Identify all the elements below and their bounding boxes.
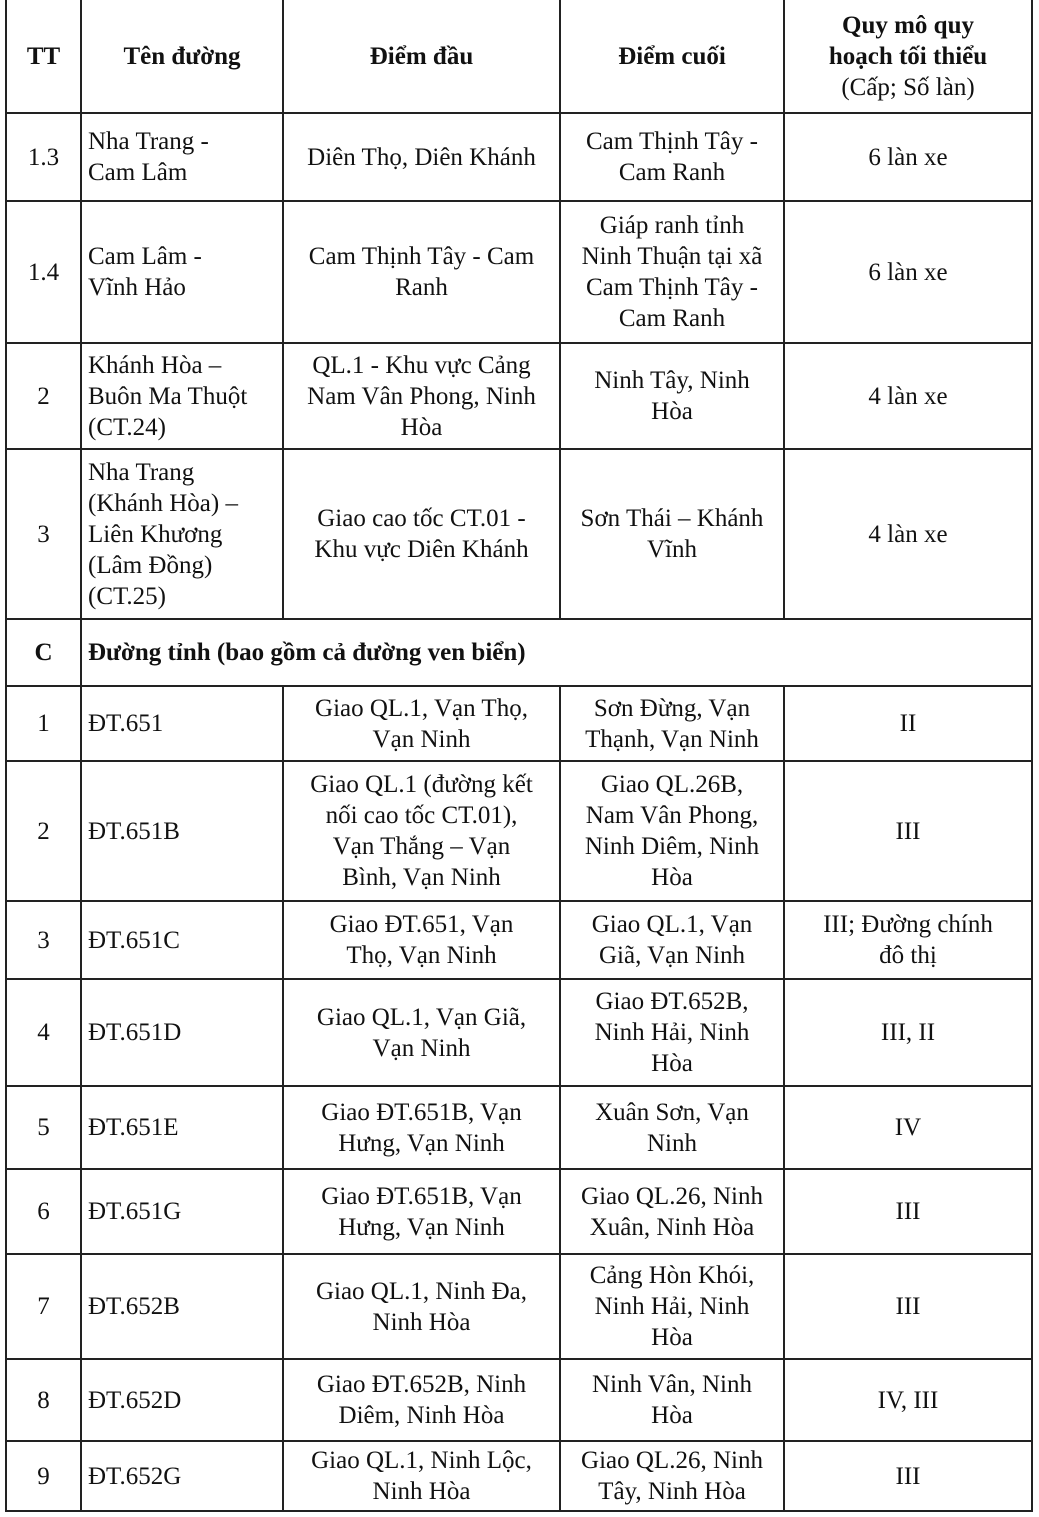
header-tt: TT	[5, 0, 82, 114]
cell-tt: 1	[5, 685, 82, 762]
cell-tt: 3	[5, 900, 82, 980]
cell-tt: 8	[5, 1358, 82, 1442]
table-row: 7 ĐT.652B Giao QL.1, Ninh Đa, Ninh Hòa Cảng…	[5, 1253, 1033, 1360]
cell-ten-duong: ĐT.651E	[80, 1085, 284, 1170]
table-row: 1.4 Cam Lâm - Vĩnh Hảo Cam Thịnh Tây - Cam…	[5, 200, 1033, 344]
cell-tt: 2	[5, 342, 82, 450]
cell-diem-cuoi: Ninh Tây, Ninh Hòa	[559, 342, 785, 450]
cell-quy-mo: III, II	[783, 978, 1033, 1087]
cell-quy-mo: IV, III	[783, 1358, 1033, 1442]
section-title: Đường tỉnh (bao gồm cả đường ven biển)	[80, 618, 1033, 687]
cell-quy-mo: 4 làn xe	[783, 342, 1033, 450]
cell-diem-cuoi: Giao ĐT.652B, Ninh Hải, Ninh Hòa	[559, 978, 785, 1087]
cell-diem-cuoi: Xuân Sơn, Vạn Ninh	[559, 1085, 785, 1170]
cell-quy-mo: III	[783, 760, 1033, 902]
cell-diem-dau: Giao ĐT.651B, Vạn Hưng, Vạn Ninh	[282, 1168, 561, 1255]
cell-diem-dau: Giao QL.1, Ninh Lộc, Ninh Hòa	[282, 1440, 561, 1512]
table-row: 4 ĐT.651D Giao QL.1, Vạn Giã, Vạn Ninh Giao…	[5, 978, 1033, 1087]
cell-diem-cuoi: Giáp ranh tỉnh Ninh Thuận tại xã Cam Thị…	[559, 200, 785, 344]
header-diem-cuoi: Điểm cuối	[559, 0, 785, 114]
table-row: 9 ĐT.652G Giao QL.1, Ninh Lộc, Ninh Hòa Gia…	[5, 1440, 1033, 1512]
table-row: 3 ĐT.651C Giao ĐT.651, Vạn Thọ, Vạn Ninh Gi…	[5, 900, 1033, 980]
cell-diem-cuoi: Ninh Vân, Ninh Hòa	[559, 1358, 785, 1442]
header-quy-mo-title: Quy mô quy hoạch tối thiểu	[828, 11, 988, 70]
cell-ten-duong: ĐT.652D	[80, 1358, 284, 1442]
cell-quy-mo: IV	[783, 1085, 1033, 1170]
table-row: 2 ĐT.651B Giao QL.1 (đường kết nối cao tốc…	[5, 760, 1033, 902]
road-planning-table: TT Tên đường Điểm đầu Điểm cuối Quy mô q…	[5, 0, 1033, 1512]
header-quy-mo-subtitle: (Cấp; Số làn)	[841, 73, 975, 101]
cell-diem-dau: Giao ĐT.651, Vạn Thọ, Vạn Ninh	[282, 900, 561, 980]
cell-ten-duong: Cam Lâm - Vĩnh Hảo	[80, 200, 284, 344]
cell-diem-cuoi: Cam Thịnh Tây - Cam Ranh	[559, 112, 785, 202]
table-row: 8 ĐT.652D Giao ĐT.652B, Ninh Diêm, Ninh Hò…	[5, 1358, 1033, 1442]
cell-tt: 9	[5, 1440, 82, 1512]
cell-diem-dau: Giao cao tốc CT.01 - Khu vực Diên Khánh	[282, 448, 561, 620]
cell-quy-mo: III	[783, 1168, 1033, 1255]
cell-ten-duong: ĐT.651C	[80, 900, 284, 980]
cell-tt: 4	[5, 978, 82, 1087]
header-ten-duong: Tên đường	[80, 0, 284, 114]
header-diem-dau: Điểm đầu	[282, 0, 561, 114]
table-row: 2 Khánh Hòa – Buôn Ma Thuột (CT.24) QL.1 -…	[5, 342, 1033, 450]
cell-diem-dau: Giao QL.1, Vạn Giã, Vạn Ninh	[282, 978, 561, 1087]
cell-diem-cuoi: Sơn Thái – Khánh Vĩnh	[559, 448, 785, 620]
cell-diem-dau: Giao ĐT.652B, Ninh Diêm, Ninh Hòa	[282, 1358, 561, 1442]
cell-diem-dau: Diên Thọ, Diên Khánh	[282, 112, 561, 202]
table-row: 3 Nha Trang (Khánh Hòa) – Liên Khương (Lâ…	[5, 448, 1033, 620]
cell-diem-dau: Giao QL.1, Vạn Thọ, Vạn Ninh	[282, 685, 561, 762]
cell-quy-mo: 6 làn xe	[783, 200, 1033, 344]
cell-quy-mo: III	[783, 1440, 1033, 1512]
cell-diem-cuoi: Giao QL.26, Ninh Tây, Ninh Hòa	[559, 1440, 785, 1512]
header-quy-mo: Quy mô quy hoạch tối thiểu (Cấp; Số làn)	[783, 0, 1033, 114]
cell-diem-dau: Cam Thịnh Tây - Cam Ranh	[282, 200, 561, 344]
cell-quy-mo: 4 làn xe	[783, 448, 1033, 620]
cell-ten-duong: ĐT.652B	[80, 1253, 284, 1360]
cell-quy-mo: III	[783, 1253, 1033, 1360]
cell-quy-mo: III; Đường chính đô thị	[783, 900, 1033, 980]
cell-ten-duong: ĐT.651	[80, 685, 284, 762]
cell-ten-duong: ĐT.651G	[80, 1168, 284, 1255]
cell-ten-duong: Khánh Hòa – Buôn Ma Thuột (CT.24)	[80, 342, 284, 450]
cell-ten-duong: ĐT.651B	[80, 760, 284, 902]
table-row: 6 ĐT.651G Giao ĐT.651B, Vạn Hưng, Vạn Ninh…	[5, 1168, 1033, 1255]
cell-diem-dau: Giao ĐT.651B, Vạn Hưng, Vạn Ninh	[282, 1085, 561, 1170]
cell-tt: C	[5, 618, 82, 687]
cell-ten-duong: ĐT.652G	[80, 1440, 284, 1512]
cell-tt: 7	[5, 1253, 82, 1360]
cell-tt: 5	[5, 1085, 82, 1170]
cell-diem-cuoi: Cảng Hòn Khói, Ninh Hải, Ninh Hòa	[559, 1253, 785, 1360]
cell-ten-duong: Nha Trang (Khánh Hòa) – Liên Khương (Lâm…	[80, 448, 284, 620]
cell-diem-cuoi: Sơn Đừng, Vạn Thạnh, Vạn Ninh	[559, 685, 785, 762]
cell-diem-cuoi: Giao QL.26, Ninh Xuân, Ninh Hòa	[559, 1168, 785, 1255]
cell-diem-cuoi: Giao QL.26B, Nam Vân Phong, Ninh Diêm, N…	[559, 760, 785, 902]
cell-diem-dau: QL.1 - Khu vực Cảng Nam Vân Phong, Ninh …	[282, 342, 561, 450]
cell-diem-dau: Giao QL.1 (đường kết nối cao tốc CT.01),…	[282, 760, 561, 902]
header-row: TT Tên đường Điểm đầu Điểm cuối Quy mô q…	[5, 0, 1033, 114]
cell-ten-duong: Nha Trang - Cam Lâm	[80, 112, 284, 202]
table-row: 1 ĐT.651 Giao QL.1, Vạn Thọ, Vạn Ninh Sơn Đ…	[5, 685, 1033, 762]
cell-ten-duong: ĐT.651D	[80, 978, 284, 1087]
cell-quy-mo: II	[783, 685, 1033, 762]
cell-tt: 1.4	[5, 200, 82, 344]
cell-diem-dau: Giao QL.1, Ninh Đa, Ninh Hòa	[282, 1253, 561, 1360]
cell-tt: 1.3	[5, 112, 82, 202]
cell-diem-cuoi: Giao QL.1, Vạn Giã, Vạn Ninh	[559, 900, 785, 980]
table-row: 5 ĐT.651E Giao ĐT.651B, Vạn Hưng, Vạn Ninh…	[5, 1085, 1033, 1170]
section-row: C Đường tỉnh (bao gồm cả đường ven biển)	[5, 618, 1033, 687]
table-row: 1.3 Nha Trang - Cam Lâm Diên Thọ, Diên Khá…	[5, 112, 1033, 202]
cell-tt: 6	[5, 1168, 82, 1255]
cell-tt: 3	[5, 448, 82, 620]
cell-quy-mo: 6 làn xe	[783, 112, 1033, 202]
cell-tt: 2	[5, 760, 82, 902]
